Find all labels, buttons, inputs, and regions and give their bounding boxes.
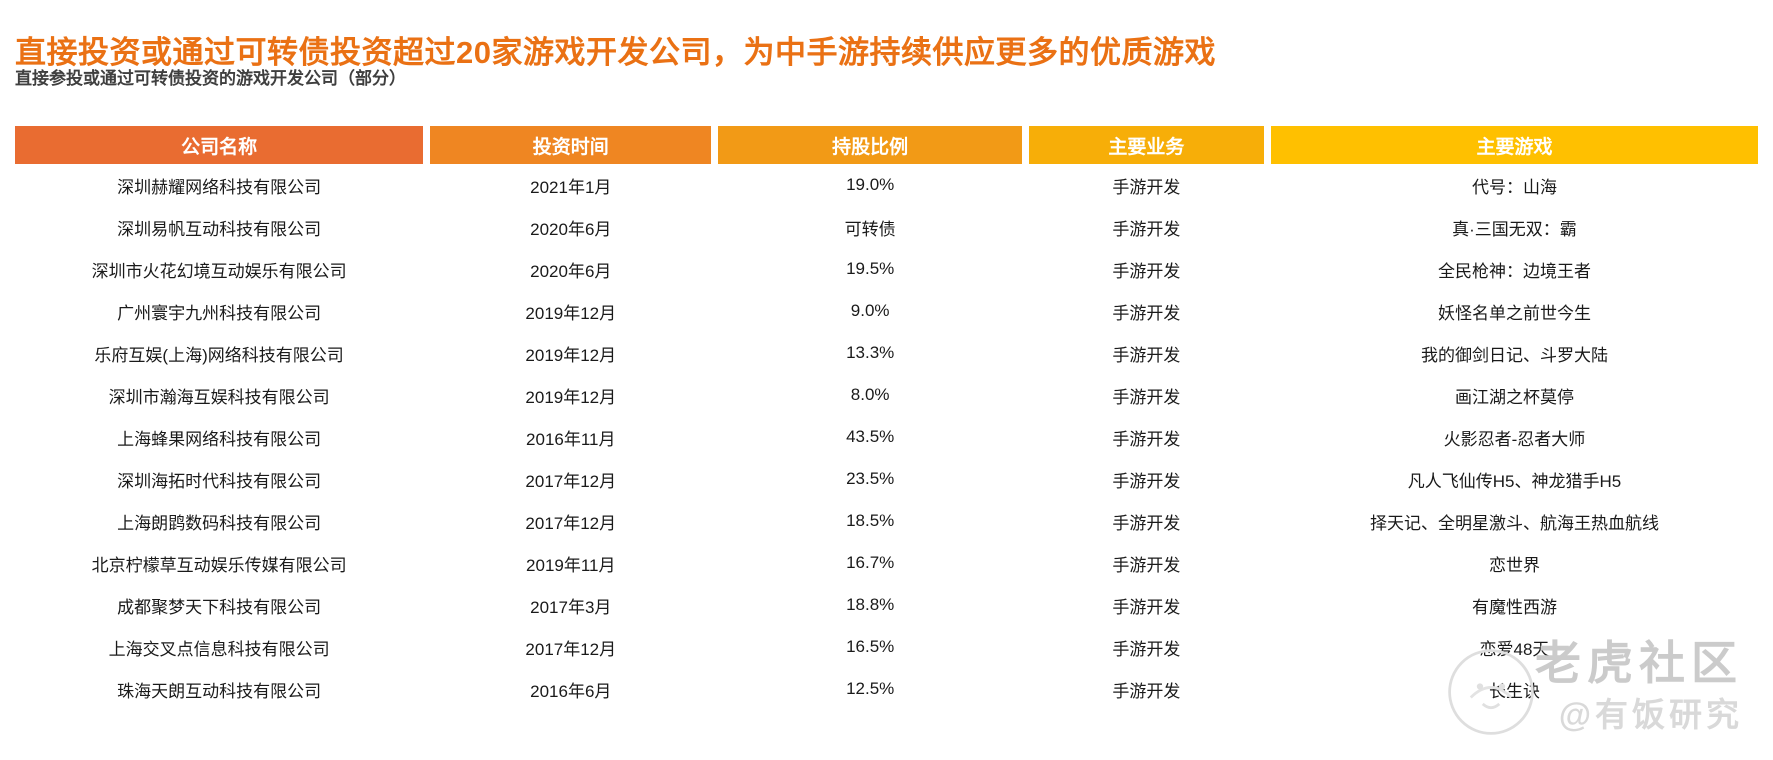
- cell-company: 深圳赫耀网络科技有限公司: [117, 177, 322, 197]
- cell-stake: 18.5%: [846, 511, 895, 530]
- table-row: 上海朗鹍数码科技有限公司 2017年12月 18.5% 手游开发 择天记、全明星激斗、航…: [15, 500, 1758, 542]
- cell-games: 真·三国无双：霸: [1452, 219, 1577, 239]
- cell-games: 恋爱48天: [1479, 639, 1550, 659]
- cell-invest-date: 2019年11月: [526, 555, 616, 575]
- cell-business: 手游开发: [1112, 681, 1181, 701]
- investments-table: 公司名称 投资时间 持股比例 主要业务 主要游戏 深圳赫耀网络科技有限公司 2021年1月…: [8, 126, 1765, 710]
- cell-invest-date: 2017年12月: [525, 471, 617, 491]
- cell-invest-date: 2019年12月: [525, 303, 617, 323]
- cell-stake: 19.0%: [846, 175, 895, 194]
- table-row: 深圳易帆互动科技有限公司 2020年6月 可转债 手游开发 真·三国无双：霸: [15, 206, 1758, 248]
- cell-invest-date: 2016年11月: [526, 429, 616, 449]
- cell-games: 我的御剑日记、斗罗大陆: [1420, 345, 1608, 365]
- table-body: 深圳赫耀网络科技有限公司 2021年1月 19.0% 手游开发 代号：山海深圳易帆互动科…: [15, 164, 1758, 710]
- cell-stake: 9.0%: [850, 301, 890, 320]
- cell-business: 手游开发: [1112, 555, 1181, 575]
- cell-stake: 43.5%: [846, 427, 895, 446]
- cell-company: 上海朗鹍数码科技有限公司: [117, 513, 322, 533]
- table-row: 深圳市瀚海互娱科技有限公司 2019年12月 8.0% 手游开发 画江湖之杯莫停: [15, 374, 1758, 416]
- cell-games: 恋世界: [1488, 555, 1540, 575]
- cell-business: 手游开发: [1112, 387, 1181, 407]
- cell-games: 妖怪名单之前世今生: [1437, 303, 1591, 323]
- cell-games: 画江湖之杯莫停: [1454, 387, 1574, 407]
- cell-stake: 23.5%: [846, 469, 895, 488]
- table-row: 上海蜂果网络科技有限公司 2016年11月 43.5% 手游开发 火影忍者-忍者大师: [15, 416, 1758, 458]
- cell-stake: 16.5%: [846, 637, 895, 656]
- table-header-row: 公司名称 投资时间 持股比例 主要业务 主要游戏: [15, 126, 1758, 164]
- cell-games: 凡人飞仙传H5、神龙猎手H5: [1407, 471, 1622, 491]
- cell-invest-date: 2020年6月: [530, 219, 612, 239]
- cell-company: 乐府互娱(上海)网络科技有限公司: [94, 345, 344, 365]
- cell-business: 手游开发: [1112, 513, 1181, 533]
- cell-business: 手游开发: [1112, 597, 1181, 617]
- column-header-stake: 持股比例: [718, 126, 1022, 164]
- table-row: 乐府互娱(上海)网络科技有限公司 2019年12月 13.3% 手游开发 我的御剑日记、…: [15, 332, 1758, 374]
- page-title: 直接投资或通过可转债投资超过20家游戏开发公司，为中手游持续供应更多的优质游戏: [15, 34, 1216, 70]
- table-row: 成都聚梦天下科技有限公司 2017年3月 18.8% 手游开发 有魔性西游: [15, 584, 1758, 626]
- cell-business: 手游开发: [1112, 639, 1181, 659]
- table-row: 深圳海拓时代科技有限公司 2017年12月 23.5% 手游开发 凡人飞仙传H5、神龙猎…: [15, 458, 1758, 500]
- cell-company: 深圳海拓时代科技有限公司: [117, 471, 322, 491]
- cell-company: 上海交叉点信息科技有限公司: [108, 639, 330, 659]
- column-header-games: 主要游戏: [1270, 126, 1758, 164]
- cell-invest-date: 2017年3月: [530, 597, 612, 617]
- cell-invest-date: 2017年12月: [525, 639, 617, 659]
- cell-company: 上海蜂果网络科技有限公司: [117, 429, 322, 449]
- table-row: 珠海天朗互动科技有限公司 2016年6月 12.5% 手游开发 长生诀: [15, 668, 1758, 710]
- cell-business: 手游开发: [1112, 303, 1181, 323]
- cell-stake: 16.7%: [846, 553, 895, 572]
- column-header-company: 公司名称: [15, 126, 424, 164]
- cell-stake: 18.8%: [846, 595, 895, 614]
- cell-company: 深圳市瀚海互娱科技有限公司: [108, 387, 330, 407]
- column-header-invest-date: 投资时间: [430, 126, 712, 164]
- cell-company: 北京柠檬草互动娱乐传媒有限公司: [91, 555, 347, 575]
- cell-games: 择天记、全明星激斗、航海王热血航线: [1369, 513, 1659, 533]
- cell-invest-date: 2021年1月: [530, 177, 612, 197]
- column-header-business: 主要业务: [1028, 126, 1264, 164]
- cell-games: 全民枪神：边境王者: [1437, 261, 1591, 281]
- cell-invest-date: 2019年12月: [525, 345, 617, 365]
- cell-games: 代号：山海: [1471, 177, 1557, 197]
- cell-stake: 8.0%: [850, 385, 890, 404]
- table-row: 北京柠檬草互动娱乐传媒有限公司 2019年11月 16.7% 手游开发 恋世界: [15, 542, 1758, 584]
- cell-company: 成都聚梦天下科技有限公司: [117, 597, 322, 617]
- page-subtitle: 直接参投或通过可转债投资的游戏开发公司（部分）: [15, 69, 406, 88]
- cell-company: 广州寰宇九州科技有限公司: [117, 303, 322, 323]
- cell-stake: 19.5%: [846, 259, 895, 278]
- cell-company: 深圳易帆互动科技有限公司: [117, 219, 322, 239]
- cell-stake: 12.5%: [846, 679, 895, 698]
- cell-invest-date: 2017年12月: [525, 513, 617, 533]
- investments-table-container: 公司名称 投资时间 持股比例 主要业务 主要游戏 深圳赫耀网络科技有限公司 2021年1月…: [8, 126, 1765, 710]
- cell-company: 珠海天朗互动科技有限公司: [117, 681, 322, 701]
- cell-stake: 13.3%: [846, 343, 895, 362]
- cell-stake: 可转债: [844, 219, 896, 239]
- cell-business: 手游开发: [1112, 177, 1181, 197]
- cell-business: 手游开发: [1112, 429, 1181, 449]
- table-row: 广州寰宇九州科技有限公司 2019年12月 9.0% 手游开发 妖怪名单之前世今生: [15, 290, 1758, 332]
- cell-invest-date: 2019年12月: [525, 387, 617, 407]
- cell-business: 手游开发: [1112, 219, 1181, 239]
- header-row: 公司名称 投资时间 持股比例 主要业务 主要游戏: [15, 126, 1758, 164]
- cell-business: 手游开发: [1112, 261, 1181, 281]
- table-row: 上海交叉点信息科技有限公司 2017年12月 16.5% 手游开发 恋爱48天: [15, 626, 1758, 668]
- table-row: 深圳市火花幻境互动娱乐有限公司 2020年6月 19.5% 手游开发 全民枪神：边境王者: [15, 248, 1758, 290]
- cell-invest-date: 2016年6月: [530, 681, 612, 701]
- cell-games: 火影忍者-忍者大师: [1443, 429, 1586, 449]
- cell-company: 深圳市火花幻境互动娱乐有限公司: [91, 261, 347, 281]
- cell-business: 手游开发: [1112, 471, 1181, 491]
- table-row: 深圳赫耀网络科技有限公司 2021年1月 19.0% 手游开发 代号：山海: [15, 164, 1758, 206]
- cell-business: 手游开发: [1112, 345, 1181, 365]
- cell-games: 有魔性西游: [1471, 597, 1557, 617]
- cell-games: 长生诀: [1488, 681, 1540, 701]
- cell-invest-date: 2020年6月: [530, 261, 612, 281]
